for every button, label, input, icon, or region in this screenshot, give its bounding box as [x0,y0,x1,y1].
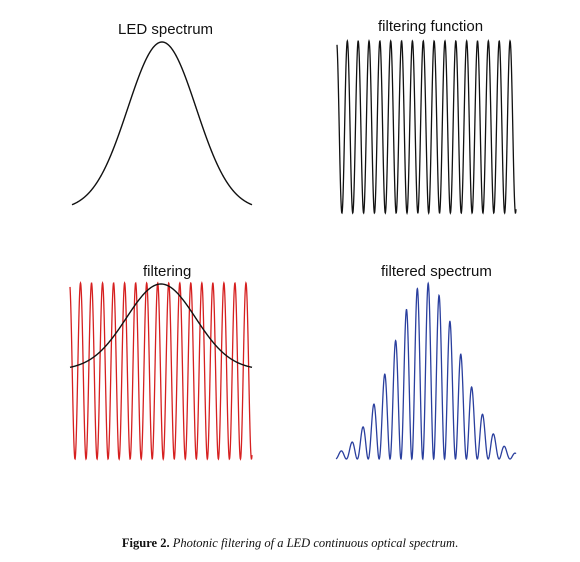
filtering-title: filtering [143,263,192,280]
filtered-spectrum-title: filtered spectrum [381,263,492,280]
caption-label: Figure 2. [121,536,170,550]
figure-caption: Figure 2. Photonic filtering of a LED co… [121,536,459,550]
filtering-envelope-curve [69,283,253,368]
filtering-function-curve [336,39,517,215]
led-spectrum-title: LED spectrum [118,21,214,38]
filtering-function-title: filtering function [378,18,484,35]
caption-text: Photonic filtering of a LED continuous o… [172,536,455,550]
filtered-spectrum-curve [335,281,517,461]
filtering-oscillation-curve [69,280,253,461]
led-spectrum-curve [71,41,253,206]
